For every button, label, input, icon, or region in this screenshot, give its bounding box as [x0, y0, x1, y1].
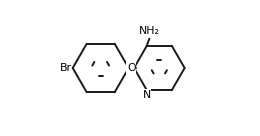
Text: N: N — [142, 90, 151, 100]
Text: Br: Br — [59, 63, 72, 73]
Text: O: O — [127, 63, 136, 73]
Text: NH₂: NH₂ — [139, 26, 160, 36]
